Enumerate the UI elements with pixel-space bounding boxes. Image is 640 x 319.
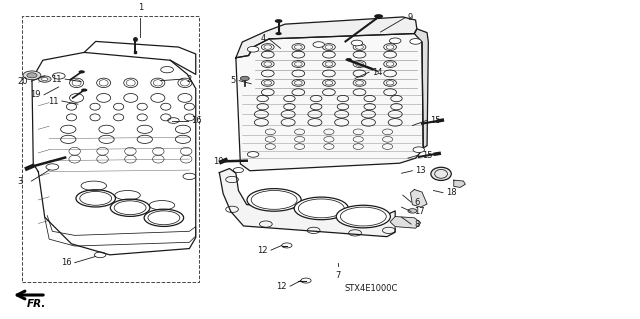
Circle shape [247, 152, 259, 157]
Text: 2: 2 [186, 75, 191, 84]
Circle shape [38, 76, 51, 82]
Circle shape [42, 78, 48, 81]
Ellipse shape [336, 205, 390, 228]
Text: 16: 16 [191, 116, 202, 125]
Circle shape [241, 76, 249, 81]
Text: FR.: FR. [27, 300, 46, 309]
Text: 19: 19 [30, 90, 41, 99]
Circle shape [374, 14, 383, 19]
Text: 5: 5 [230, 76, 236, 85]
Ellipse shape [431, 167, 451, 181]
Text: 15: 15 [422, 151, 433, 160]
Polygon shape [220, 168, 395, 237]
Text: 18: 18 [446, 188, 457, 197]
Ellipse shape [294, 197, 348, 220]
Text: 11: 11 [48, 97, 59, 106]
Text: 14: 14 [372, 68, 383, 77]
Text: 9: 9 [408, 13, 413, 22]
Polygon shape [414, 29, 428, 149]
Circle shape [27, 73, 37, 78]
Text: 11: 11 [51, 75, 62, 84]
Circle shape [408, 209, 417, 213]
Circle shape [275, 19, 282, 23]
Circle shape [23, 71, 41, 80]
Text: 7: 7 [335, 271, 340, 280]
Text: 12: 12 [276, 282, 287, 291]
Text: 10: 10 [212, 157, 223, 166]
Text: 13: 13 [415, 166, 426, 175]
Circle shape [410, 39, 421, 44]
Text: 3: 3 [17, 177, 22, 186]
Circle shape [351, 40, 363, 46]
Polygon shape [390, 217, 420, 228]
Circle shape [247, 47, 259, 52]
Text: 20: 20 [18, 77, 28, 86]
Text: 4: 4 [260, 34, 266, 43]
Text: 15: 15 [429, 116, 440, 125]
Circle shape [81, 88, 88, 92]
Text: STX4E1000C: STX4E1000C [344, 284, 397, 293]
Text: 17: 17 [414, 207, 425, 216]
Circle shape [79, 70, 85, 73]
Circle shape [346, 58, 352, 61]
Polygon shape [236, 17, 417, 58]
Text: 16: 16 [61, 258, 72, 267]
Circle shape [313, 42, 324, 48]
Polygon shape [236, 33, 423, 171]
Circle shape [413, 147, 424, 152]
Text: 6: 6 [414, 197, 420, 207]
Circle shape [275, 32, 282, 35]
Text: 12: 12 [257, 246, 268, 255]
Circle shape [390, 38, 401, 44]
Polygon shape [454, 180, 465, 187]
Text: 8: 8 [414, 219, 420, 229]
Ellipse shape [247, 189, 301, 211]
Text: 1: 1 [138, 3, 143, 12]
Polygon shape [410, 189, 427, 207]
